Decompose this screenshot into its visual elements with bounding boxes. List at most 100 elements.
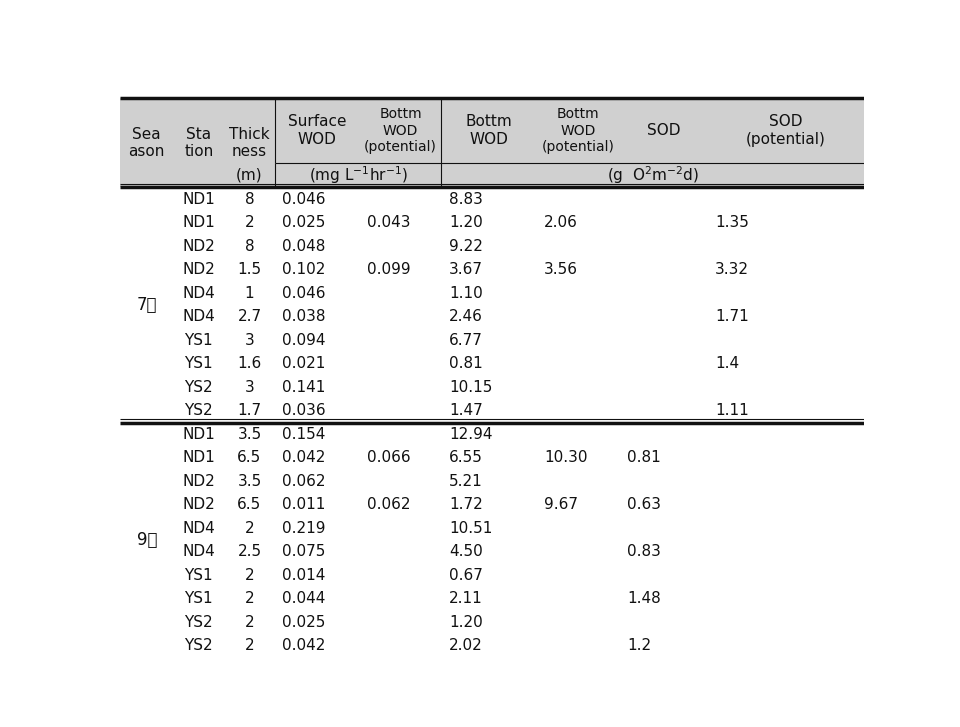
- Text: 0.044: 0.044: [282, 591, 325, 606]
- Text: 2: 2: [245, 591, 254, 606]
- Text: 2.5: 2.5: [237, 545, 261, 559]
- Text: YS2: YS2: [184, 638, 213, 654]
- Text: 4.50: 4.50: [449, 545, 483, 559]
- Text: ND2: ND2: [182, 497, 215, 513]
- Text: 0.075: 0.075: [282, 545, 325, 559]
- Text: Thick
ness: Thick ness: [229, 126, 270, 159]
- Bar: [120, 188, 864, 658]
- Text: ND1: ND1: [182, 450, 215, 465]
- Text: 9월: 9월: [136, 531, 157, 549]
- Text: ND4: ND4: [182, 545, 215, 559]
- Text: 6.77: 6.77: [449, 333, 483, 348]
- Text: YS1: YS1: [184, 356, 213, 371]
- Text: 3: 3: [245, 333, 254, 348]
- Text: 2: 2: [245, 568, 254, 583]
- Text: 2.7: 2.7: [237, 309, 261, 324]
- Text: (mg $\mathregular{L^{-1}hr^{-1}}$): (mg $\mathregular{L^{-1}hr^{-1}}$): [308, 164, 408, 186]
- Text: ND4: ND4: [182, 521, 215, 536]
- Text: 0.036: 0.036: [282, 403, 325, 418]
- Text: 0.81: 0.81: [628, 450, 661, 465]
- Text: (g  $\mathregular{O^2m^{-2}d}$): (g $\mathregular{O^2m^{-2}d}$): [607, 164, 699, 186]
- Text: 0.67: 0.67: [449, 568, 483, 583]
- Text: 1.47: 1.47: [449, 403, 483, 418]
- Text: 0.099: 0.099: [367, 262, 411, 277]
- Text: 3.67: 3.67: [449, 262, 483, 277]
- Text: 0.63: 0.63: [628, 497, 661, 513]
- Text: 2: 2: [245, 638, 254, 654]
- Text: 0.154: 0.154: [282, 427, 325, 442]
- Text: 0.046: 0.046: [282, 286, 325, 301]
- Text: 1.48: 1.48: [628, 591, 661, 606]
- Text: 2: 2: [245, 521, 254, 536]
- Text: Bottm
WOD
(potential): Bottm WOD (potential): [364, 108, 437, 154]
- Text: ND4: ND4: [182, 286, 215, 301]
- Text: 1.5: 1.5: [237, 262, 261, 277]
- Text: 0.048: 0.048: [282, 238, 325, 254]
- Text: 0.102: 0.102: [282, 262, 325, 277]
- Text: ND2: ND2: [182, 262, 215, 277]
- Text: ND2: ND2: [182, 474, 215, 489]
- Text: 8: 8: [245, 238, 254, 254]
- Text: 0.094: 0.094: [282, 333, 325, 348]
- Text: 1.10: 1.10: [449, 286, 483, 301]
- Text: 0.066: 0.066: [367, 450, 411, 465]
- Text: 0.046: 0.046: [282, 192, 325, 206]
- Text: 1: 1: [245, 286, 254, 301]
- Text: 1.35: 1.35: [715, 215, 749, 230]
- Text: 0.014: 0.014: [282, 568, 325, 583]
- Text: 1.7: 1.7: [237, 403, 261, 418]
- Text: 0.038: 0.038: [282, 309, 325, 324]
- Text: YS1: YS1: [184, 568, 213, 583]
- Text: 3: 3: [245, 379, 254, 395]
- Text: 0.062: 0.062: [282, 474, 325, 489]
- Text: 0.219: 0.219: [282, 521, 325, 536]
- Text: 0.83: 0.83: [628, 545, 661, 559]
- Text: 0.042: 0.042: [282, 450, 325, 465]
- Text: 6.5: 6.5: [237, 450, 261, 465]
- Text: 8: 8: [245, 192, 254, 206]
- Text: 3.5: 3.5: [237, 474, 261, 489]
- Text: SOD
(potential): SOD (potential): [746, 114, 826, 147]
- Text: 3.32: 3.32: [715, 262, 749, 277]
- Text: 0.062: 0.062: [367, 497, 411, 513]
- Text: 0.042: 0.042: [282, 638, 325, 654]
- Text: 1.20: 1.20: [449, 215, 483, 230]
- Bar: [120, 163, 864, 188]
- Text: Bottm
WOD
(potential): Bottm WOD (potential): [541, 108, 614, 154]
- Text: 2.11: 2.11: [449, 591, 483, 606]
- Text: 2.06: 2.06: [544, 215, 578, 230]
- Text: 1.6: 1.6: [237, 356, 261, 371]
- Text: YS2: YS2: [184, 615, 213, 630]
- Text: 0.021: 0.021: [282, 356, 325, 371]
- Text: ND1: ND1: [182, 215, 215, 230]
- Text: (m): (m): [236, 168, 263, 182]
- Text: Surface
WOD: Surface WOD: [288, 114, 347, 147]
- Text: 10.51: 10.51: [449, 521, 492, 536]
- Text: 0.81: 0.81: [449, 356, 483, 371]
- Text: 1.20: 1.20: [449, 615, 483, 630]
- Text: 9.67: 9.67: [544, 497, 578, 513]
- Text: YS2: YS2: [184, 403, 213, 418]
- Text: 1.4: 1.4: [715, 356, 739, 371]
- Text: Bottm
WOD: Bottm WOD: [466, 114, 513, 147]
- Text: 12.94: 12.94: [449, 427, 492, 442]
- Text: 5.21: 5.21: [449, 474, 483, 489]
- Text: ND4: ND4: [182, 309, 215, 324]
- Text: 3.5: 3.5: [237, 427, 261, 442]
- Text: 10.30: 10.30: [544, 450, 588, 465]
- Text: 2.02: 2.02: [449, 638, 483, 654]
- Text: 2: 2: [245, 215, 254, 230]
- Text: 9.22: 9.22: [449, 238, 483, 254]
- Bar: [120, 98, 864, 163]
- Text: 2.46: 2.46: [449, 309, 483, 324]
- Text: 2: 2: [245, 615, 254, 630]
- Text: 0.011: 0.011: [282, 497, 325, 513]
- Text: 0.025: 0.025: [282, 215, 325, 230]
- Text: YS1: YS1: [184, 333, 213, 348]
- Text: YS1: YS1: [184, 591, 213, 606]
- Text: YS2: YS2: [184, 379, 213, 395]
- Text: 0.025: 0.025: [282, 615, 325, 630]
- Text: 0.043: 0.043: [367, 215, 411, 230]
- Text: 1.11: 1.11: [715, 403, 749, 418]
- Text: 6.55: 6.55: [449, 450, 483, 465]
